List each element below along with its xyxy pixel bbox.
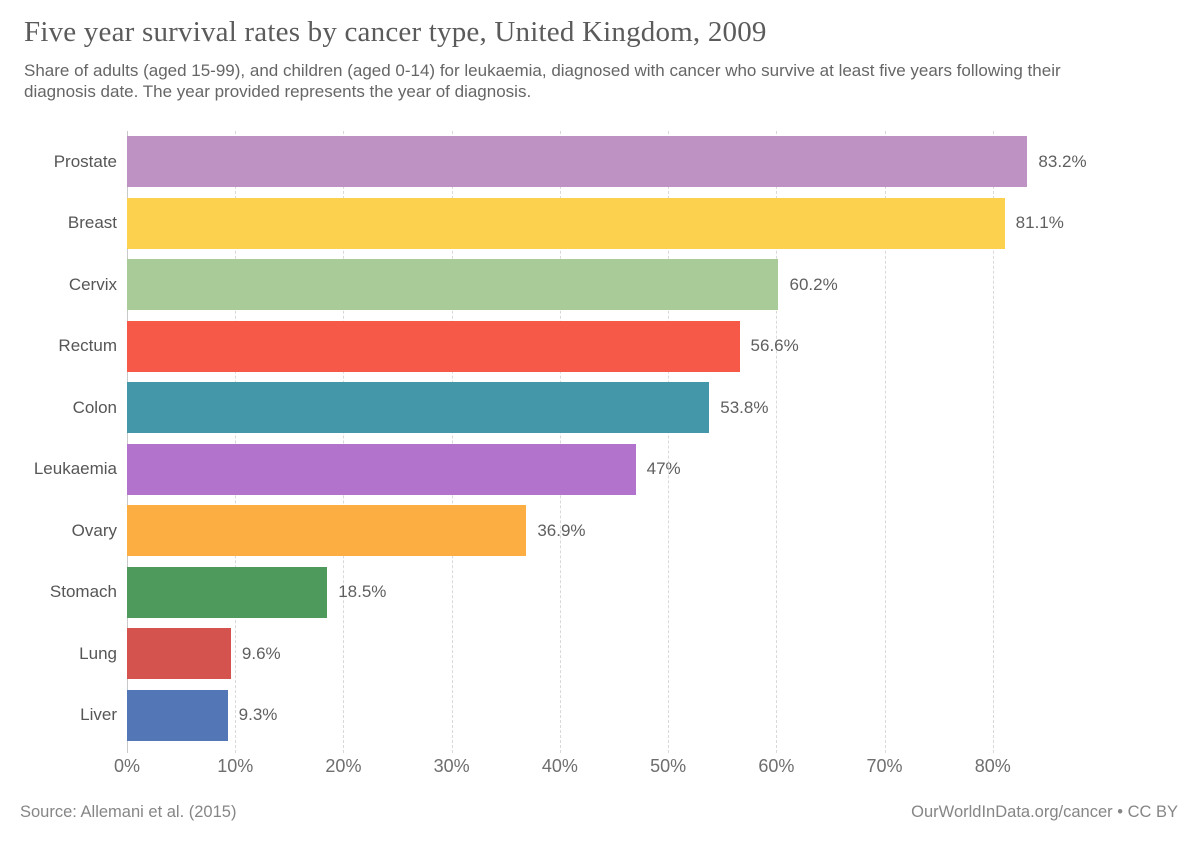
chart-area: Prostate 83.2% Breast 81.1% Cervix 60.2% Rectu… <box>0 131 1200 753</box>
x-tick-label: 50% <box>650 756 687 776</box>
value-label: 53.8% <box>720 397 769 417</box>
x-tick-label: 80% <box>974 756 1011 776</box>
bar-row: Prostate 83.2% <box>0 131 1200 193</box>
bar-row: Colon 53.8% <box>0 377 1200 439</box>
bar <box>127 197 1005 249</box>
bar-row: Liver 9.3% <box>0 685 1200 747</box>
value-label: 56.6% <box>750 336 799 356</box>
bar <box>127 320 740 372</box>
category-label: Lung <box>79 643 117 663</box>
bar <box>127 566 328 618</box>
attribution-note: OurWorldInData.org/cancer • CC BY <box>911 803 1178 821</box>
category-label: Rectum <box>58 336 117 356</box>
bar <box>127 505 527 557</box>
bar-row: Rectum 56.6% <box>0 316 1200 378</box>
value-label: 9.6% <box>241 643 281 663</box>
value-label: 47% <box>646 459 681 479</box>
gridline <box>451 131 453 753</box>
bar-row: Stomach 18.5% <box>0 562 1200 624</box>
x-axis: 0% 10% 20% 30% 40% 50% 60% 70% 80% <box>0 756 1200 780</box>
value-label: 83.2% <box>1038 151 1087 171</box>
chart-subtitle: Share of adults (aged 15-99), and childr… <box>24 61 1061 101</box>
x-tick-label: 20% <box>325 756 362 776</box>
bar-row: Breast 81.1% <box>0 193 1200 255</box>
category-label: Liver <box>80 705 117 725</box>
source-note: Source: Allemani et al. (2015) <box>20 803 237 821</box>
plot-area <box>127 131 1101 753</box>
x-tick-label: 10% <box>217 756 254 776</box>
category-label: Ovary <box>71 520 117 540</box>
value-label: 60.2% <box>789 274 838 294</box>
category-label: Leukaemia <box>33 459 117 479</box>
category-label: Prostate <box>53 151 117 171</box>
bar <box>127 259 779 311</box>
x-tick-label: 70% <box>866 756 903 776</box>
bar-rows: Prostate 83.2% Breast 81.1% Cervix 60.2% Rectu… <box>0 131 1200 746</box>
gridline <box>776 131 778 753</box>
gridline <box>559 131 561 753</box>
x-tick-label: 30% <box>433 756 470 776</box>
chart-title: Five year survival rates by cancer type,… <box>24 16 767 48</box>
bar-row: Lung 9.6% <box>0 623 1200 685</box>
category-label: Cervix <box>68 274 117 294</box>
bar-row: Leukaemia 47% <box>0 439 1200 501</box>
x-tick-label: 0% <box>113 756 140 776</box>
category-label: Colon <box>72 397 117 417</box>
bar <box>127 443 636 495</box>
gridline <box>884 131 886 753</box>
x-tick-label: 60% <box>758 756 795 776</box>
category-label: Stomach <box>49 582 117 602</box>
value-label: 81.1% <box>1015 213 1064 233</box>
gridline <box>235 131 237 753</box>
bar <box>127 689 228 741</box>
bar-row: Ovary 36.9% <box>0 500 1200 562</box>
gridline <box>343 131 345 753</box>
bar <box>127 628 231 680</box>
axis-zero-line <box>127 131 128 753</box>
gridline <box>668 131 670 753</box>
bar <box>127 382 710 434</box>
bar-row: Cervix 60.2% <box>0 254 1200 316</box>
category-label: Breast <box>67 213 117 233</box>
x-tick-label: 40% <box>541 756 578 776</box>
value-label: 9.3% <box>238 705 278 725</box>
gridline <box>992 131 994 753</box>
value-label: 18.5% <box>338 582 387 602</box>
value-label: 36.9% <box>537 520 586 540</box>
bar <box>127 136 1028 188</box>
